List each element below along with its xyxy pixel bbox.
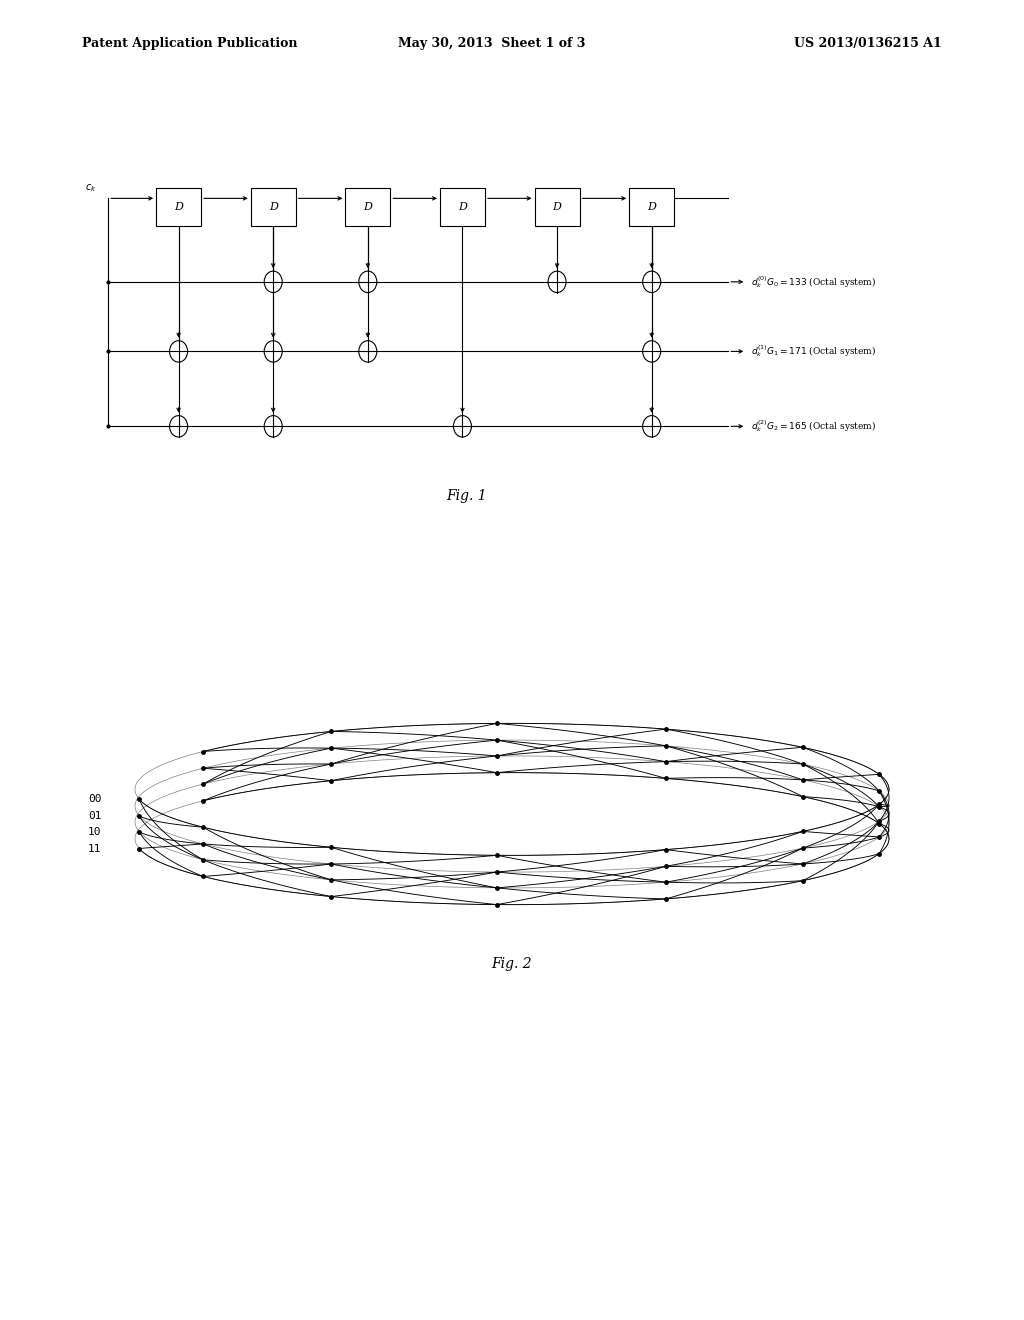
Text: Patent Application Publication: Patent Application Publication	[82, 37, 297, 50]
FancyBboxPatch shape	[629, 189, 674, 226]
Text: $c_k$: $c_k$	[85, 182, 96, 194]
Circle shape	[170, 341, 187, 362]
FancyBboxPatch shape	[440, 189, 485, 226]
Text: $d_k^{(2)}G_2 = 165$ (Octal system): $d_k^{(2)}G_2 = 165$ (Octal system)	[751, 418, 876, 434]
Text: $d_k^{(0)}G_0 = 133$ (Octal system): $d_k^{(0)}G_0 = 133$ (Octal system)	[751, 275, 876, 289]
Circle shape	[643, 341, 660, 362]
Text: D: D	[268, 202, 278, 213]
Circle shape	[264, 341, 283, 362]
FancyBboxPatch shape	[251, 189, 296, 226]
Circle shape	[170, 416, 187, 437]
Text: Fig. 2: Fig. 2	[492, 957, 532, 970]
Text: 11: 11	[88, 843, 101, 854]
Circle shape	[454, 416, 471, 437]
Text: $d_k^{(1)}G_1 = 171$ (Octal system): $d_k^{(1)}G_1 = 171$ (Octal system)	[751, 343, 876, 359]
FancyBboxPatch shape	[156, 189, 201, 226]
Circle shape	[264, 416, 283, 437]
Text: D: D	[458, 202, 467, 213]
Text: 00: 00	[88, 795, 101, 804]
Text: D: D	[174, 202, 183, 213]
Circle shape	[548, 271, 566, 293]
Text: D: D	[553, 202, 561, 213]
Circle shape	[358, 341, 377, 362]
Circle shape	[264, 271, 283, 293]
Text: Fig. 1: Fig. 1	[446, 488, 487, 503]
Circle shape	[358, 271, 377, 293]
Text: D: D	[364, 202, 373, 213]
Circle shape	[643, 416, 660, 437]
FancyBboxPatch shape	[345, 189, 390, 226]
FancyBboxPatch shape	[535, 189, 580, 226]
Text: May 30, 2013  Sheet 1 of 3: May 30, 2013 Sheet 1 of 3	[398, 37, 585, 50]
Text: 10: 10	[88, 826, 101, 837]
Text: US 2013/0136215 A1: US 2013/0136215 A1	[795, 37, 942, 50]
Text: D: D	[647, 202, 656, 213]
Text: 01: 01	[88, 810, 101, 821]
Circle shape	[643, 271, 660, 293]
